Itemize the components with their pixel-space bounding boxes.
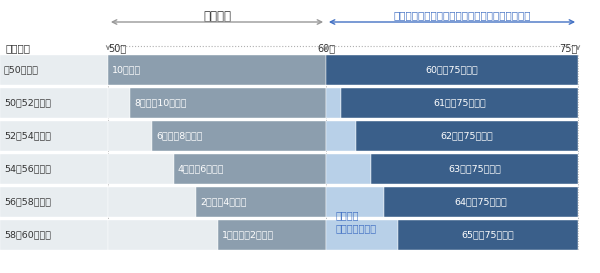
Bar (108, 88, 130, 118)
Text: この間の任意の時点から受け取りを開始します。: この間の任意の時点から受け取りを開始します。 (393, 10, 531, 20)
Text: 2年以上4年未満: 2年以上4年未満 (200, 197, 247, 206)
Bar (398, 220, 578, 250)
Text: 62歳～75歳の間: 62歳～75歳の間 (440, 132, 493, 141)
Text: 56～58歳未満: 56～58歳未満 (4, 197, 51, 206)
Bar (0, 88, 108, 118)
Text: 61歳～75歳の間: 61歳～75歳の間 (433, 99, 486, 108)
Text: 63歳～75歳の間: 63歳～75歳の間 (448, 165, 501, 174)
Text: 75歳: 75歳 (560, 43, 578, 53)
Bar (0, 55, 108, 85)
Text: 8年以上10年未満: 8年以上10年未満 (134, 99, 187, 108)
Text: 運用指図
のみを行う期間: 運用指図 のみを行う期間 (336, 210, 377, 234)
Text: 4年以上6年未満: 4年以上6年未満 (178, 165, 224, 174)
Bar (196, 187, 326, 217)
Text: 10年以上: 10年以上 (112, 66, 141, 75)
Text: 加入年齢: 加入年齢 (5, 43, 30, 53)
Bar (108, 55, 326, 85)
Text: 50歳: 50歳 (108, 43, 126, 53)
Text: 52～54歳未満: 52～54歳未満 (4, 132, 51, 141)
Bar (174, 154, 326, 184)
Bar (326, 187, 384, 217)
Bar (384, 187, 578, 217)
Bar (326, 88, 341, 118)
Bar (218, 220, 326, 250)
Bar (108, 187, 196, 217)
Bar (326, 121, 356, 151)
Bar (371, 154, 578, 184)
Text: 50～52歳未満: 50～52歳未満 (4, 99, 51, 108)
Text: 58～60歳未満: 58～60歳未満 (4, 230, 51, 239)
Bar (130, 88, 326, 118)
Text: 60歳～75歳の間: 60歳～75歳の間 (425, 66, 478, 75)
Bar (108, 121, 152, 151)
Bar (108, 220, 218, 250)
Text: 65歳～75歳の間: 65歳～75歳の間 (461, 230, 514, 239)
Text: ～50歳未満: ～50歳未満 (4, 66, 39, 75)
Bar (0, 154, 108, 184)
Bar (0, 121, 108, 151)
Bar (326, 55, 578, 85)
Text: 54～56歳未満: 54～56歳未満 (4, 165, 51, 174)
Bar (152, 121, 326, 151)
Text: 6年以上8年未満: 6年以上8年未満 (156, 132, 203, 141)
Bar (108, 154, 174, 184)
Bar (326, 154, 371, 184)
Text: 1カ月以上2年未満: 1カ月以上2年未満 (222, 230, 274, 239)
Text: 60歳: 60歳 (317, 43, 335, 53)
Bar (356, 121, 578, 151)
Bar (0, 187, 108, 217)
Bar (0, 220, 108, 250)
Bar (341, 88, 578, 118)
Text: 64歳～75歳の間: 64歳～75歳の間 (455, 197, 508, 206)
Text: 加入期間: 加入期間 (203, 10, 231, 23)
Bar (326, 220, 398, 250)
